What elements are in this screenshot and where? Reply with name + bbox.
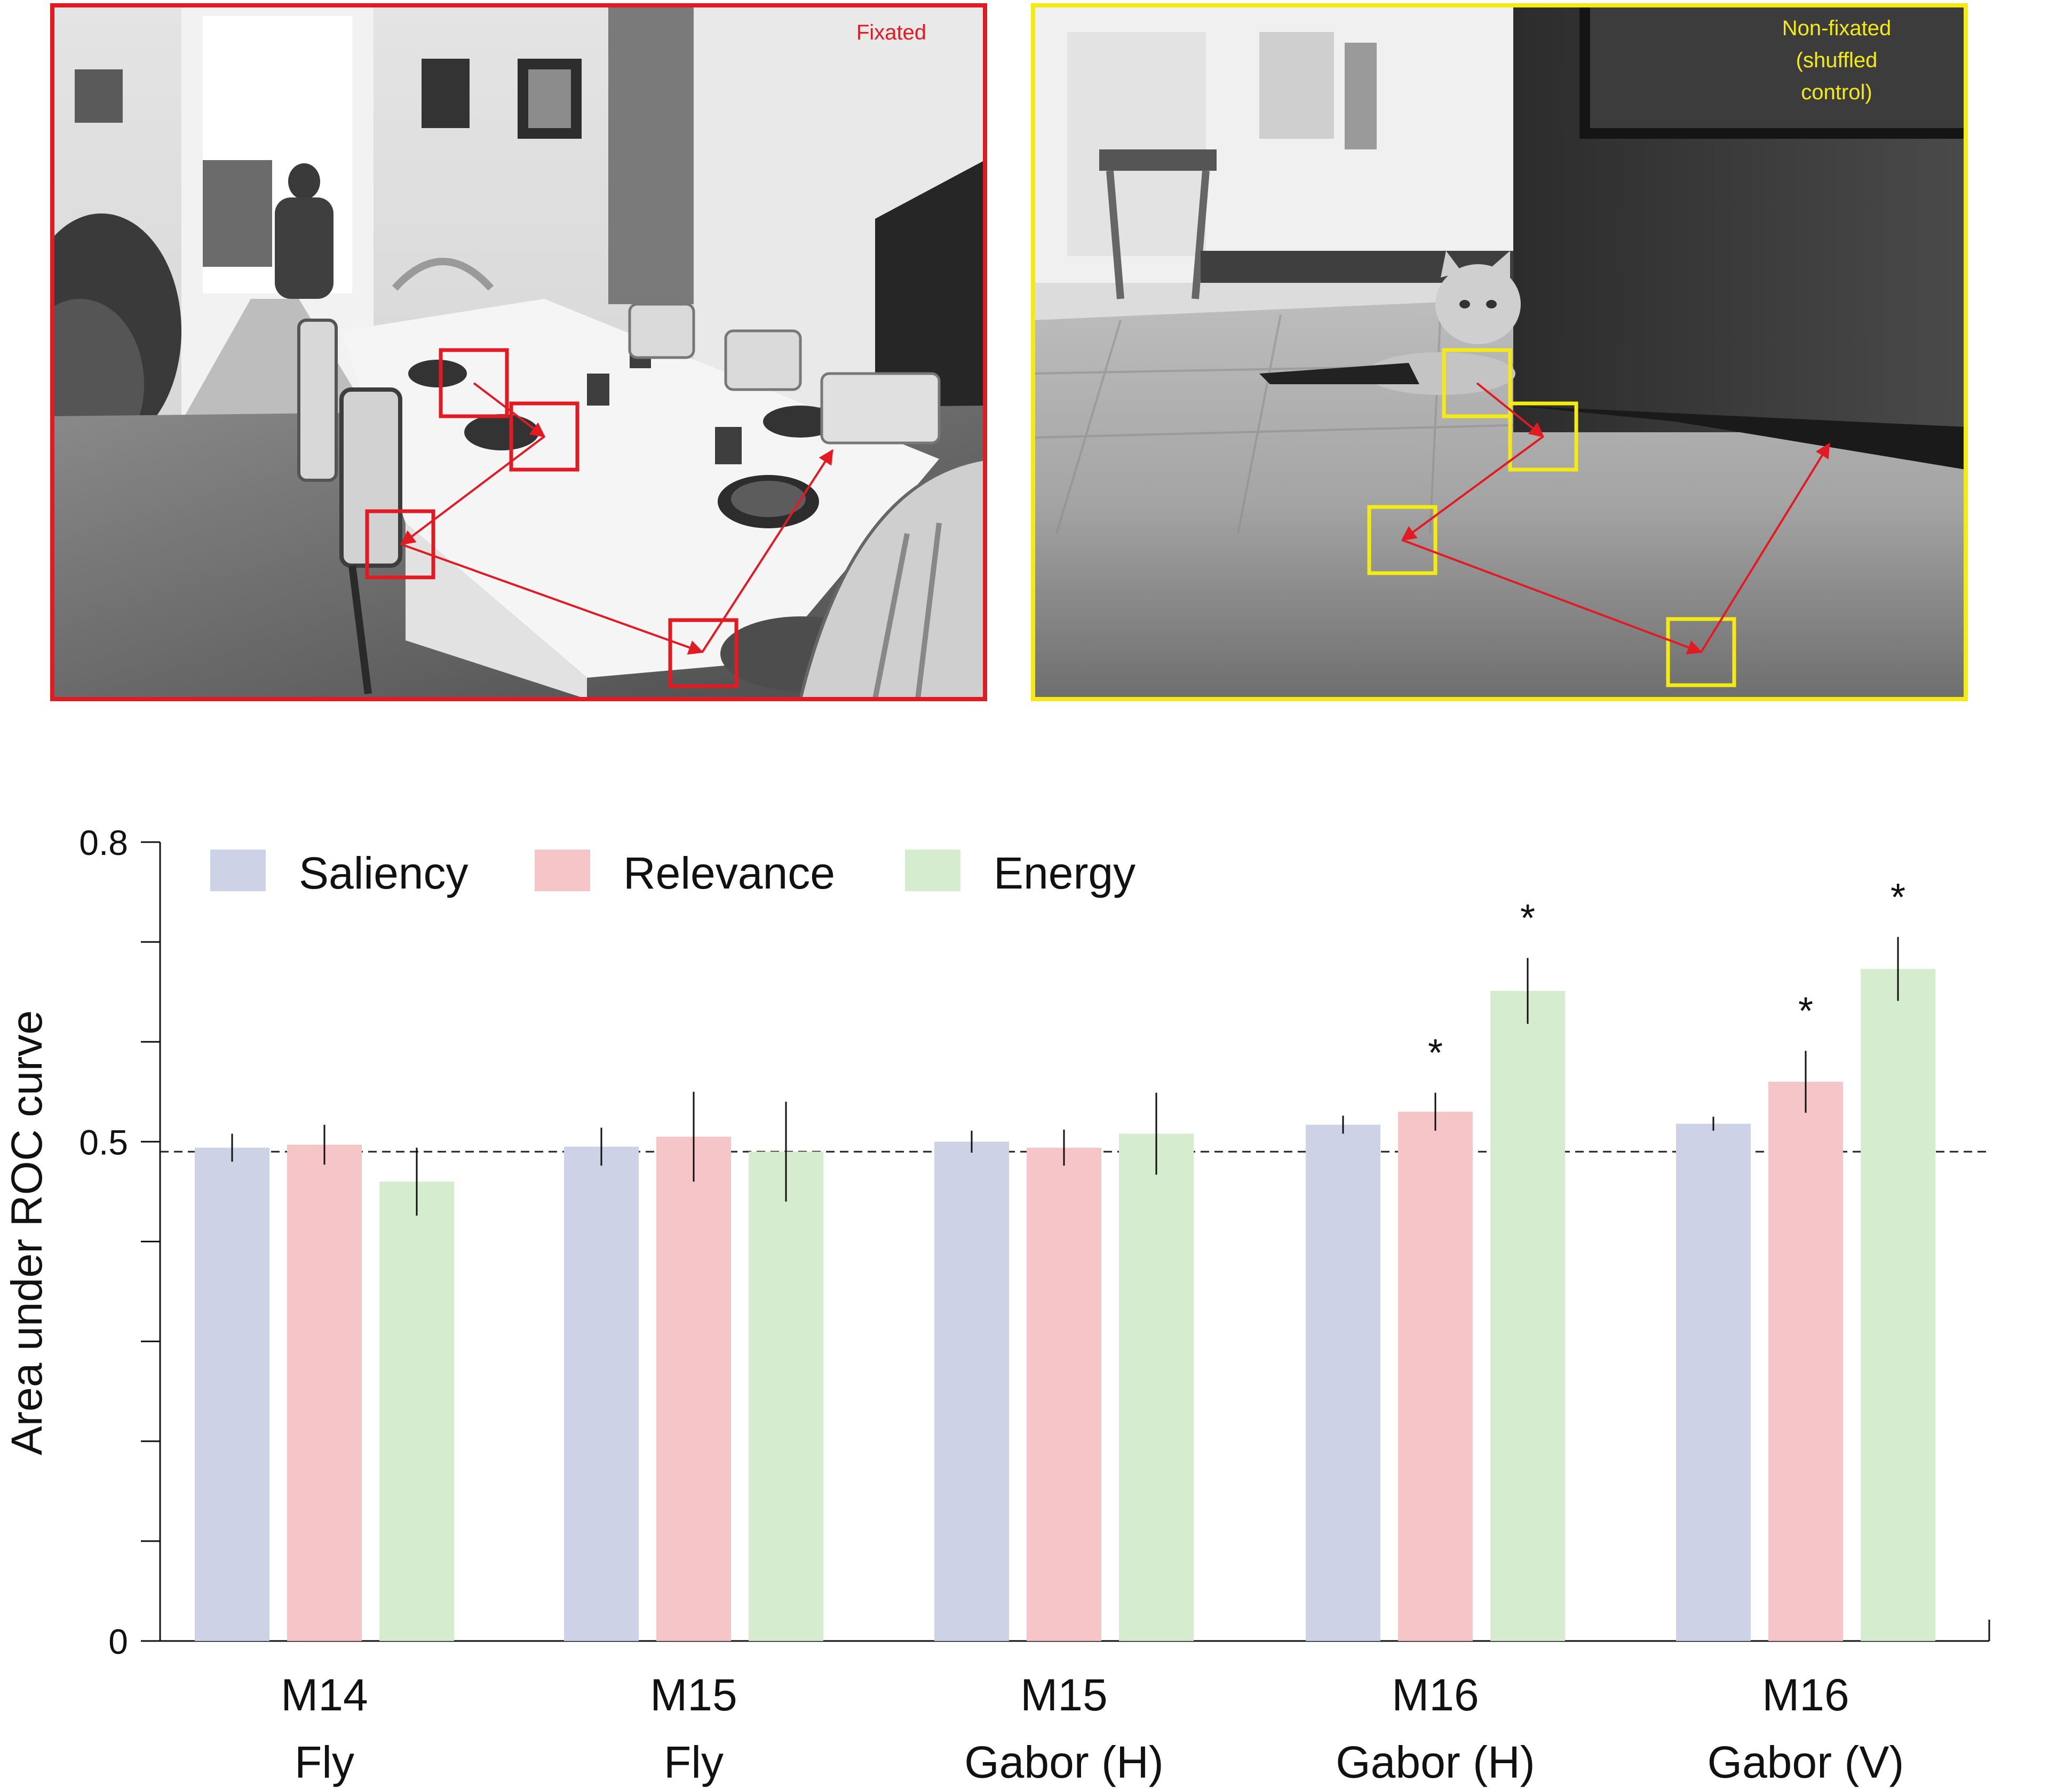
fixation-box [365,509,435,580]
bar-energy-4 [1861,969,1935,1641]
x-tick-label: M16 [1762,1670,1849,1720]
x-tick-label: Fly [664,1737,724,1787]
control-box [1508,401,1578,472]
fixated-photo-panel: Fixated [50,3,987,701]
non-fixated-label-line-3: control) [1801,81,1872,104]
saccade-arrow [400,435,545,545]
fixation-boxes [365,348,738,688]
x-tick-label: Gabor (V) [1708,1737,1904,1787]
legend-label-energy: Energy [994,848,1135,898]
saccade-arrow [1402,539,1703,655]
y-tick-label: 0.8 [79,823,128,862]
bar-relevance-4 [1768,1082,1843,1641]
bar-relevance-3 [1398,1112,1473,1641]
significance-star: * [1798,990,1813,1033]
significance-star: * [1891,876,1905,919]
control-box [1367,505,1438,575]
bar-energy-1 [749,1152,823,1641]
bars: * * * * [195,876,1935,1641]
saccade-arrow [473,382,546,438]
x-tick-label: Gabor (H) [1336,1737,1535,1787]
non-fixated-photo [1033,5,1966,699]
non-fixated-label-line-2: (shuffled [1796,49,1878,72]
bar-saliency-1 [564,1146,639,1641]
control-box [1666,617,1736,687]
auc-bar-chart: Saliency Relevance Energy 0 0.5 0.8 * * * * M14… [3,823,1990,1787]
bar-saliency-3 [1306,1124,1380,1641]
fixated-photo [52,5,985,699]
fixation-box [668,618,738,688]
bar-saliency-2 [934,1141,1009,1641]
significance-star: * [1520,897,1535,940]
bar-relevance-0 [287,1144,362,1641]
fixation-box [509,401,579,472]
fixated-label: Fixated [856,21,926,44]
non-fixated-photo-panel: Non-fixated (shuffled control) [1031,3,1968,701]
fixated-frame [50,3,987,701]
bar-relevance-1 [656,1137,731,1641]
legend-swatch-energy [905,850,960,891]
x-tick-label: Fly [295,1737,354,1787]
y-tick-label: 0.5 [79,1122,128,1162]
legend-label-saliency: Saliency [299,848,468,898]
saccade-arrow [701,449,833,653]
x-tick-label: M16 [1392,1670,1479,1720]
axes: 0 0.5 0.8 [79,823,1990,1661]
legend-label-relevance: Relevance [623,848,835,898]
bar-saliency-0 [195,1147,269,1641]
bar-relevance-2 [1027,1147,1101,1641]
legend: Saliency Relevance Energy [210,848,1135,898]
x-axis-labels: M14 Fly M15 Fly M15 Gabor (H) M16 Gabor (H) M16 G… [281,1670,1904,1787]
x-tick-label: Gabor (H) [964,1737,1163,1787]
non-fixated-frame [1031,3,1968,701]
legend-swatch-relevance [535,850,590,891]
y-tick-label: 0 [108,1622,128,1661]
y-axis-label: Area under ROC curve [3,1010,51,1455]
bar-energy-3 [1490,990,1565,1641]
significance-star: * [1428,1032,1443,1075]
control-box [1442,348,1512,418]
fixation-box [439,348,509,418]
control-arrows [1401,382,1830,655]
saccade-arrow [1476,382,1545,438]
bar-energy-2 [1119,1133,1194,1641]
x-tick-label: M15 [650,1670,737,1720]
saccade-arrow [1401,435,1544,541]
bar-energy-0 [379,1182,454,1641]
legend-swatch-saliency [210,850,266,891]
x-tick-label: M14 [281,1670,368,1720]
saccade-arrow [1700,442,1830,653]
non-fixated-label-line-1: Non-fixated [1782,17,1892,40]
x-tick-label: M15 [1020,1670,1107,1720]
control-boxes [1367,348,1736,687]
saccade-arrows [400,382,833,655]
saccade-arrow [401,543,704,655]
bar-saliency-4 [1676,1123,1751,1641]
